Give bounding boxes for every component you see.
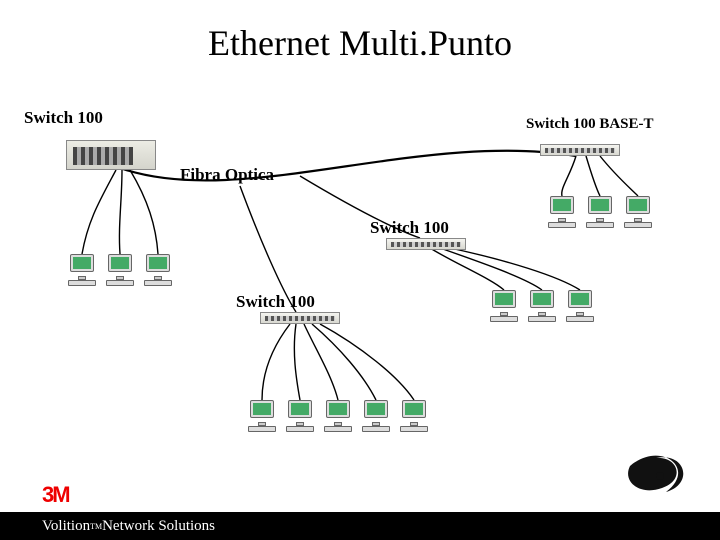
switch-low xyxy=(260,312,340,324)
pc-icon xyxy=(248,400,276,432)
pc-icon xyxy=(286,400,314,432)
pc-icon xyxy=(548,196,576,228)
switch-main xyxy=(66,140,156,170)
footer-rest: Network Solutions xyxy=(102,518,215,535)
pc-icon xyxy=(144,254,172,286)
label-switch-mid: Switch 100 xyxy=(370,218,449,238)
pc-icon xyxy=(400,400,428,432)
swirl-icon xyxy=(620,446,700,516)
footer-brand: Volition xyxy=(42,518,90,535)
slide-title: Ethernet Multi.Punto xyxy=(0,22,720,64)
tm-mark: TM xyxy=(90,522,102,531)
pc-icon xyxy=(586,196,614,228)
pc-icon xyxy=(490,290,518,322)
switch-mid xyxy=(386,238,466,250)
pc-icon xyxy=(624,196,652,228)
pc-icon xyxy=(528,290,556,322)
footer-bar: VolitionTM Network Solutions xyxy=(0,512,720,540)
label-switch-top-left: Switch 100 xyxy=(24,108,103,128)
label-switch-low: Switch 100 xyxy=(236,292,315,312)
logo-3m: 3M xyxy=(42,482,69,508)
pc-icon xyxy=(106,254,134,286)
title-text: Ethernet Multi.Punto xyxy=(208,23,512,63)
switch-right xyxy=(540,144,620,156)
pc-icon xyxy=(566,290,594,322)
pc-icon xyxy=(324,400,352,432)
label-fibra-optica: Fibra Optica xyxy=(180,165,274,185)
pc-icon xyxy=(362,400,390,432)
pc-icon xyxy=(68,254,96,286)
label-switch-top-right: Switch 100 BASE-T xyxy=(526,116,654,133)
